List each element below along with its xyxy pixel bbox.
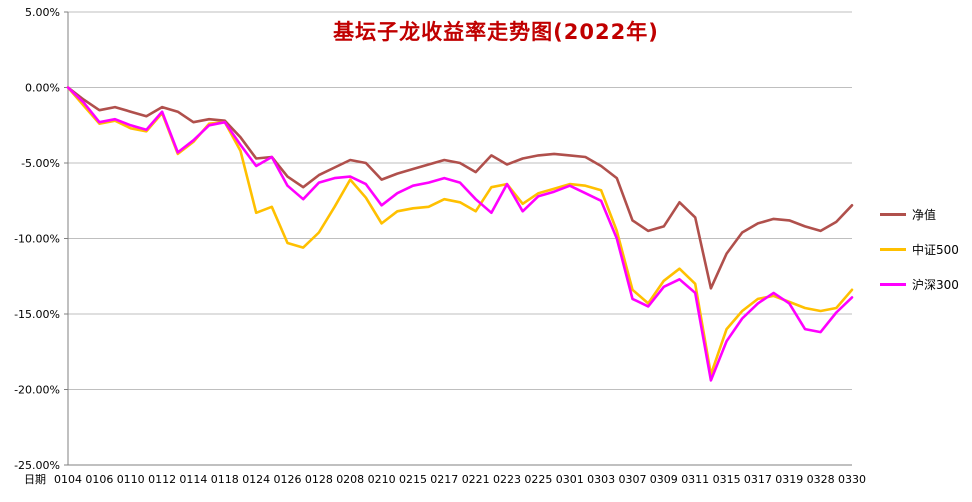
y-tick-label: -5.00% xyxy=(21,157,60,170)
x-tick-label: 0328 xyxy=(807,473,835,486)
legend-item-2: 沪深300 xyxy=(880,276,959,293)
x-tick-label: 0128 xyxy=(305,473,333,486)
series-line-0 xyxy=(66,86,854,290)
x-tick-label: 0309 xyxy=(650,473,678,486)
y-tick-label: 5.00% xyxy=(25,6,60,19)
legend-line-swatch-icon xyxy=(880,248,906,251)
x-tick-label: 0104 xyxy=(54,473,82,486)
chart-title: 基坛子龙收益率走势图(2022年) xyxy=(333,20,659,44)
x-tick-label: 0118 xyxy=(211,473,239,486)
x-tick-label: 0311 xyxy=(681,473,709,486)
x-tick-label: 0221 xyxy=(462,473,490,486)
x-tick-label: 0110 xyxy=(117,473,145,486)
x-axis-title: 日期 xyxy=(24,473,46,486)
x-tick-label: 0315 xyxy=(713,473,741,486)
legend-item-0: 净值 xyxy=(880,206,959,223)
y-tick-label: -10.00% xyxy=(14,233,60,246)
legend-item-1: 中证500 xyxy=(880,241,959,258)
x-tick-label: 0225 xyxy=(524,473,552,486)
x-tick-label: 0319 xyxy=(775,473,803,486)
legend-item-label: 沪深300 xyxy=(912,278,959,292)
y-tick-label: -25.00% xyxy=(14,459,60,472)
x-tick-label: 0126 xyxy=(274,473,302,486)
y-tick-label: -20.00% xyxy=(14,384,60,397)
x-tick-label: 0307 xyxy=(619,473,647,486)
legend-item-label: 净值 xyxy=(912,208,937,222)
x-tick-label: 0217 xyxy=(430,473,458,486)
y-tick-label: 0.00% xyxy=(25,82,60,95)
legend-line-swatch-icon xyxy=(880,213,906,216)
x-tick-label: 0210 xyxy=(368,473,396,486)
x-tick-label: 0330 xyxy=(838,473,866,486)
x-tick-label: 0114 xyxy=(179,473,207,486)
x-tick-label: 0223 xyxy=(493,473,521,486)
x-tick-label: 0208 xyxy=(336,473,364,486)
legend-item-label: 中证500 xyxy=(912,243,959,257)
legend: 净值中证500 沪深300 xyxy=(880,206,959,293)
y-tick-label: -15.00% xyxy=(14,308,60,321)
series-line-2 xyxy=(66,86,854,382)
legend-line-swatch-icon xyxy=(880,283,906,286)
x-tick-label: 0303 xyxy=(587,473,615,486)
x-tick-label: 0215 xyxy=(399,473,427,486)
x-tick-label: 0106 xyxy=(85,473,113,486)
x-tick-label: 0317 xyxy=(744,473,772,486)
x-tick-label: 0124 xyxy=(242,473,270,486)
x-tick-label: 0301 xyxy=(556,473,584,486)
x-tick-label: 0112 xyxy=(148,473,176,486)
